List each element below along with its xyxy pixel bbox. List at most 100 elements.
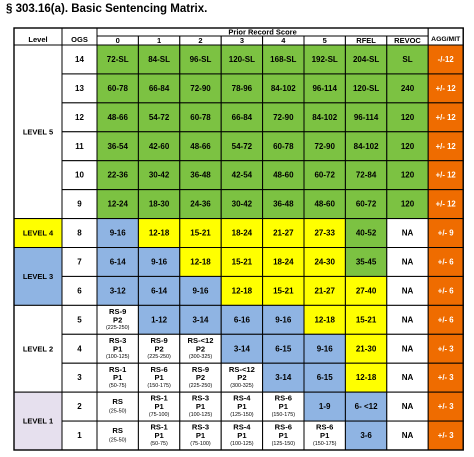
matrix-cell xyxy=(220,420,264,451)
matrix-cell-value: 36-48 xyxy=(190,171,211,180)
agg-mit-value: +/- 12 xyxy=(436,200,457,209)
matrix-cell xyxy=(220,247,264,277)
matrix-cell-value: 60-72 xyxy=(314,171,335,180)
matrix-cell-value: 6-16 xyxy=(234,315,251,324)
matrix-cell xyxy=(96,73,139,104)
agg-mit-value: +/- 6 xyxy=(438,315,454,324)
ogs-value: 8 xyxy=(77,229,82,238)
matrix-cell-value: 72-90 xyxy=(314,142,335,151)
matrix-cell-value: RS-1 xyxy=(109,365,127,374)
matrix-cell-value: 240 xyxy=(401,84,415,93)
matrix-cell-value: 60-78 xyxy=(273,142,294,151)
matrix-cell-value: 84-102 xyxy=(312,113,337,122)
matrix-cell-value: RS-1 xyxy=(150,423,168,432)
ogs-cell xyxy=(61,362,98,393)
matrix-cell xyxy=(344,218,388,248)
matrix-cell xyxy=(96,362,139,393)
level-cell xyxy=(13,304,63,393)
matrix-cell-range: (300-325) xyxy=(230,383,254,389)
ogs-cell xyxy=(61,391,98,422)
column-header: 3 xyxy=(240,36,244,45)
matrix-cell-value: RS-9 xyxy=(109,307,126,316)
matrix-cell-range: (50-75) xyxy=(150,441,168,447)
matrix-cell-value: RS-4 xyxy=(233,423,251,432)
agg-mit-cell xyxy=(427,131,464,162)
matrix-cell-value: 66-84 xyxy=(149,84,170,93)
matrix-cell xyxy=(137,391,181,422)
matrix-cell-value: RS-3 xyxy=(109,336,126,345)
matrix-cell-value: 72-84 xyxy=(356,171,377,180)
ogs-value: 1 xyxy=(77,431,82,440)
matrix-cell-value: 12-18 xyxy=(314,315,335,324)
agg-mit-value: +/- 3 xyxy=(438,344,454,353)
matrix-cell-value: NA xyxy=(402,373,414,382)
level-header: Level xyxy=(28,35,47,44)
table-border xyxy=(13,27,464,451)
matrix-cell xyxy=(137,73,181,104)
matrix-cell-value: NA xyxy=(402,431,414,440)
ogs-value: 13 xyxy=(75,84,84,93)
matrix-cell xyxy=(262,247,305,277)
matrix-cell-value: RS-6 xyxy=(316,423,333,432)
matrix-cell-value: 3-14 xyxy=(234,344,251,353)
matrix-cell xyxy=(386,304,429,335)
matrix-cell-value: 24-30 xyxy=(314,257,335,266)
matrix-cell xyxy=(344,333,388,364)
matrix-cell-value: 48-66 xyxy=(190,142,211,151)
ogs-cell xyxy=(61,131,98,162)
matrix-cell xyxy=(137,189,181,220)
ogs-header: OGS xyxy=(71,35,88,44)
matrix-cell-value: 96-SL xyxy=(190,55,212,64)
matrix-cell-value: 120 xyxy=(401,171,415,180)
matrix-cell-value: 120-SL xyxy=(353,84,379,93)
ogs-value: 5 xyxy=(77,315,82,324)
matrix-cell-value: 15-21 xyxy=(190,229,211,238)
matrix-cell-range: (225-250) xyxy=(147,354,171,360)
matrix-cell xyxy=(220,160,264,191)
matrix-cell-value: NA xyxy=(402,286,414,295)
matrix-cell xyxy=(262,131,305,162)
matrix-cell xyxy=(303,160,346,191)
matrix-cell-value: P1 xyxy=(154,431,164,440)
matrix-cell-value: 60-78 xyxy=(190,113,211,122)
matrix-cell-value: 18-24 xyxy=(273,257,294,266)
prior-record-score-header: Prior Record Score xyxy=(228,28,296,37)
matrix-cell-value: 3-14 xyxy=(275,373,292,382)
matrix-cell-value: 1-12 xyxy=(151,315,168,324)
matrix-cell-value: 9-16 xyxy=(151,257,168,266)
matrix-cell-value: 6-14 xyxy=(110,257,127,266)
ogs-cell xyxy=(61,333,98,364)
matrix-cell-value: 22-36 xyxy=(107,171,128,180)
matrix-cell-value: 78-96 xyxy=(232,84,253,93)
matrix-cell xyxy=(220,304,264,335)
matrix-cell xyxy=(344,247,388,277)
matrix-cell-value: NA xyxy=(402,229,414,238)
matrix-cell-value: 60-78 xyxy=(107,84,128,93)
matrix-cell xyxy=(96,218,139,248)
matrix-cell-value: 96-114 xyxy=(312,84,337,93)
matrix-cell-value: 48-60 xyxy=(273,171,294,180)
matrix-cell xyxy=(303,73,346,104)
agg-mit-value: +/- 3 xyxy=(438,373,454,382)
agg-mit-value: +/- 12 xyxy=(436,113,457,122)
matrix-cell xyxy=(262,420,305,451)
matrix-cell-value: 84-SL xyxy=(148,55,170,64)
matrix-cell-value: 3-14 xyxy=(192,315,209,324)
matrix-cell xyxy=(303,391,346,422)
matrix-cell-value: P1 xyxy=(113,373,123,382)
ogs-value: 10 xyxy=(75,171,84,180)
matrix-cell-value: 120 xyxy=(401,142,415,151)
matrix-cell xyxy=(179,44,222,75)
agg-mit-value: +/- 6 xyxy=(438,257,454,266)
agg-mit-cell xyxy=(427,44,464,75)
agg-mit-cell xyxy=(427,189,464,220)
matrix-cell-value: P2 xyxy=(237,373,246,382)
matrix-cell xyxy=(137,362,181,393)
matrix-cell xyxy=(137,160,181,191)
matrix-cell-value: 18-24 xyxy=(232,229,253,238)
matrix-cell xyxy=(220,391,264,422)
matrix-cell-range: (150-175) xyxy=(147,383,171,389)
matrix-cell-value: P1 xyxy=(279,431,289,440)
matrix-cell xyxy=(96,160,139,191)
matrix-cell xyxy=(262,73,305,104)
